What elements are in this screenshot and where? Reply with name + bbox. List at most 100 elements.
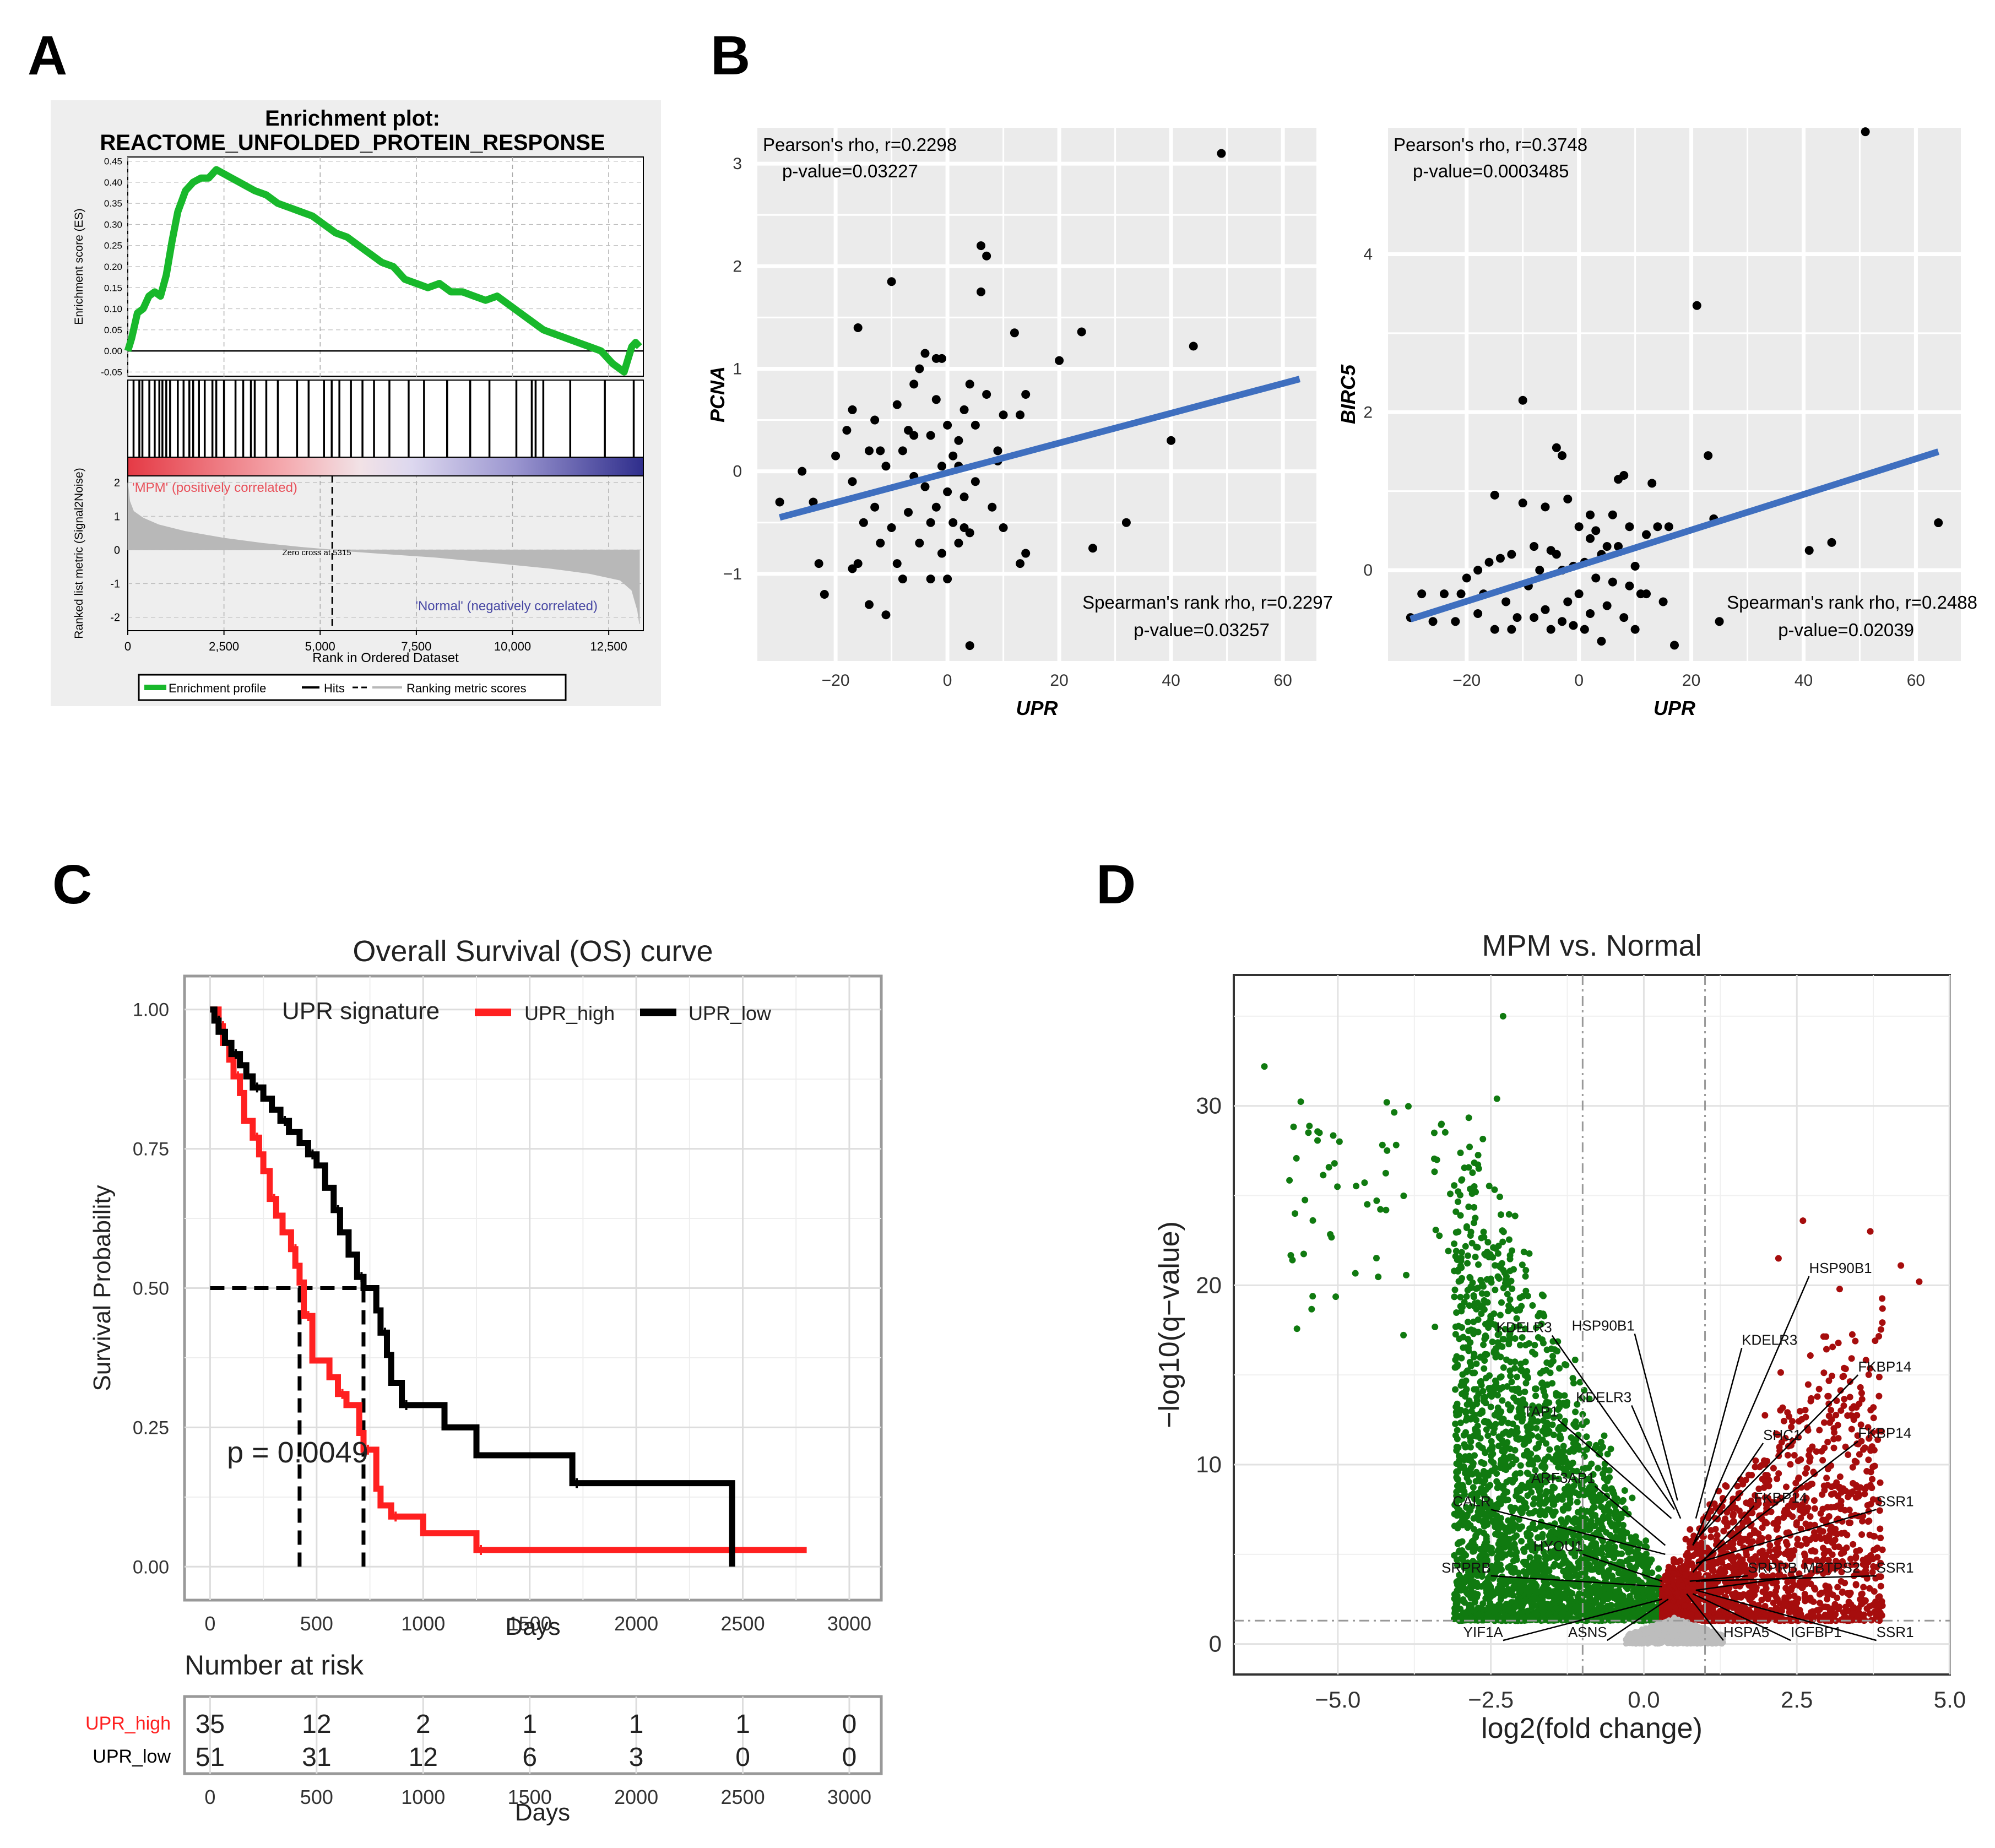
down-point xyxy=(1454,1362,1461,1369)
data-point xyxy=(909,431,919,440)
panel-labels: A B C D xyxy=(28,25,1136,915)
up-point xyxy=(1848,1426,1855,1433)
down-point xyxy=(1463,1293,1470,1300)
x-tick-label: 10,000 xyxy=(494,640,531,653)
down-point xyxy=(1504,1291,1511,1298)
up-point xyxy=(1867,1406,1874,1413)
up-point xyxy=(1802,1520,1809,1527)
x-tick-label: 60 xyxy=(1273,671,1292,690)
down-point xyxy=(1487,1613,1494,1620)
down-point xyxy=(1591,1504,1598,1511)
risk-value: 0 xyxy=(735,1743,750,1772)
down-point xyxy=(1467,1285,1474,1292)
down-point xyxy=(1526,1554,1533,1561)
down-point xyxy=(1570,1380,1577,1387)
down-point xyxy=(1510,1266,1517,1273)
down-point xyxy=(1492,1353,1499,1361)
down-point xyxy=(1579,1411,1586,1418)
down-point xyxy=(1334,1183,1341,1190)
up-point xyxy=(1759,1547,1766,1554)
up-point xyxy=(1875,1332,1883,1340)
up-point xyxy=(1836,1484,1843,1492)
down-point xyxy=(1501,1326,1509,1333)
down-point xyxy=(1453,1309,1460,1316)
down-point xyxy=(1373,1255,1380,1262)
up-point xyxy=(1856,1400,1863,1407)
down-point xyxy=(1498,1419,1505,1426)
up-point xyxy=(1879,1546,1886,1553)
down-point xyxy=(1514,1413,1521,1421)
down-point xyxy=(1493,1379,1500,1386)
down-point xyxy=(1522,1287,1530,1294)
down-point xyxy=(1463,1414,1471,1421)
data-point xyxy=(904,508,913,517)
down-point xyxy=(1579,1471,1586,1478)
down-point xyxy=(1559,1560,1566,1567)
panel-label-c: C xyxy=(52,854,92,915)
up-point xyxy=(1764,1595,1771,1602)
down-point xyxy=(1441,1129,1449,1136)
down-point xyxy=(1457,1150,1464,1157)
down-point xyxy=(1517,1462,1524,1469)
data-point xyxy=(977,241,985,251)
down-point xyxy=(1546,1399,1553,1406)
down-point xyxy=(1574,1516,1581,1524)
es-axis-label: Enrichment score (ES) xyxy=(73,208,85,324)
down-point xyxy=(1466,1144,1473,1151)
down-point xyxy=(1508,1277,1515,1285)
down-point xyxy=(1570,1440,1577,1447)
down-point xyxy=(1540,1607,1547,1614)
data-point xyxy=(1563,597,1573,606)
y-tick-label: 2 xyxy=(1363,403,1373,421)
down-point xyxy=(1461,1299,1468,1306)
down-point xyxy=(1506,1335,1513,1342)
down-point xyxy=(1504,1496,1511,1503)
up-point xyxy=(1836,1473,1844,1480)
down-point xyxy=(1539,1561,1547,1568)
down-point xyxy=(1492,1465,1499,1472)
down-point xyxy=(1455,1583,1462,1590)
up-point xyxy=(1679,1583,1686,1590)
y-tick-label: 10 xyxy=(1196,1451,1222,1477)
up-point xyxy=(1803,1465,1810,1472)
up-point xyxy=(1828,1373,1835,1380)
data-point xyxy=(943,420,952,430)
up-point xyxy=(1796,1407,1803,1415)
down-point xyxy=(1373,1197,1380,1204)
data-point xyxy=(1619,613,1629,622)
down-point xyxy=(1557,1434,1564,1441)
down-point xyxy=(1451,1267,1458,1275)
down-point xyxy=(1491,1425,1498,1432)
down-point xyxy=(1511,1568,1519,1575)
down-point xyxy=(1527,1538,1534,1545)
down-point xyxy=(1505,1211,1512,1218)
up-point xyxy=(1672,1605,1679,1612)
down-point xyxy=(1453,1460,1460,1467)
down-point xyxy=(1615,1515,1623,1522)
down-point xyxy=(1453,1468,1460,1476)
down-point xyxy=(1566,1495,1574,1503)
data-point xyxy=(999,523,1008,532)
up-point xyxy=(1789,1513,1796,1520)
risk-value: 3 xyxy=(629,1743,644,1772)
y-axis-label: PCNA xyxy=(706,366,729,422)
down-point xyxy=(1555,1391,1562,1399)
up-point xyxy=(1836,1286,1843,1293)
up-point xyxy=(1770,1520,1777,1527)
down-point xyxy=(1607,1445,1614,1453)
down-point xyxy=(1518,1523,1525,1530)
down-point xyxy=(1606,1474,1613,1481)
down-point xyxy=(1487,1403,1494,1411)
down-point xyxy=(1532,1525,1539,1532)
up-point xyxy=(1850,1414,1857,1421)
down-point xyxy=(1452,1420,1459,1427)
down-point xyxy=(1467,1275,1474,1282)
data-point xyxy=(1558,617,1567,626)
up-point xyxy=(1820,1369,1828,1376)
down-point xyxy=(1513,1548,1520,1556)
down-point xyxy=(1462,1407,1469,1415)
down-point xyxy=(1638,1553,1645,1560)
down-point xyxy=(1548,1509,1555,1516)
data-point xyxy=(881,462,891,471)
down-point xyxy=(1379,1141,1386,1148)
